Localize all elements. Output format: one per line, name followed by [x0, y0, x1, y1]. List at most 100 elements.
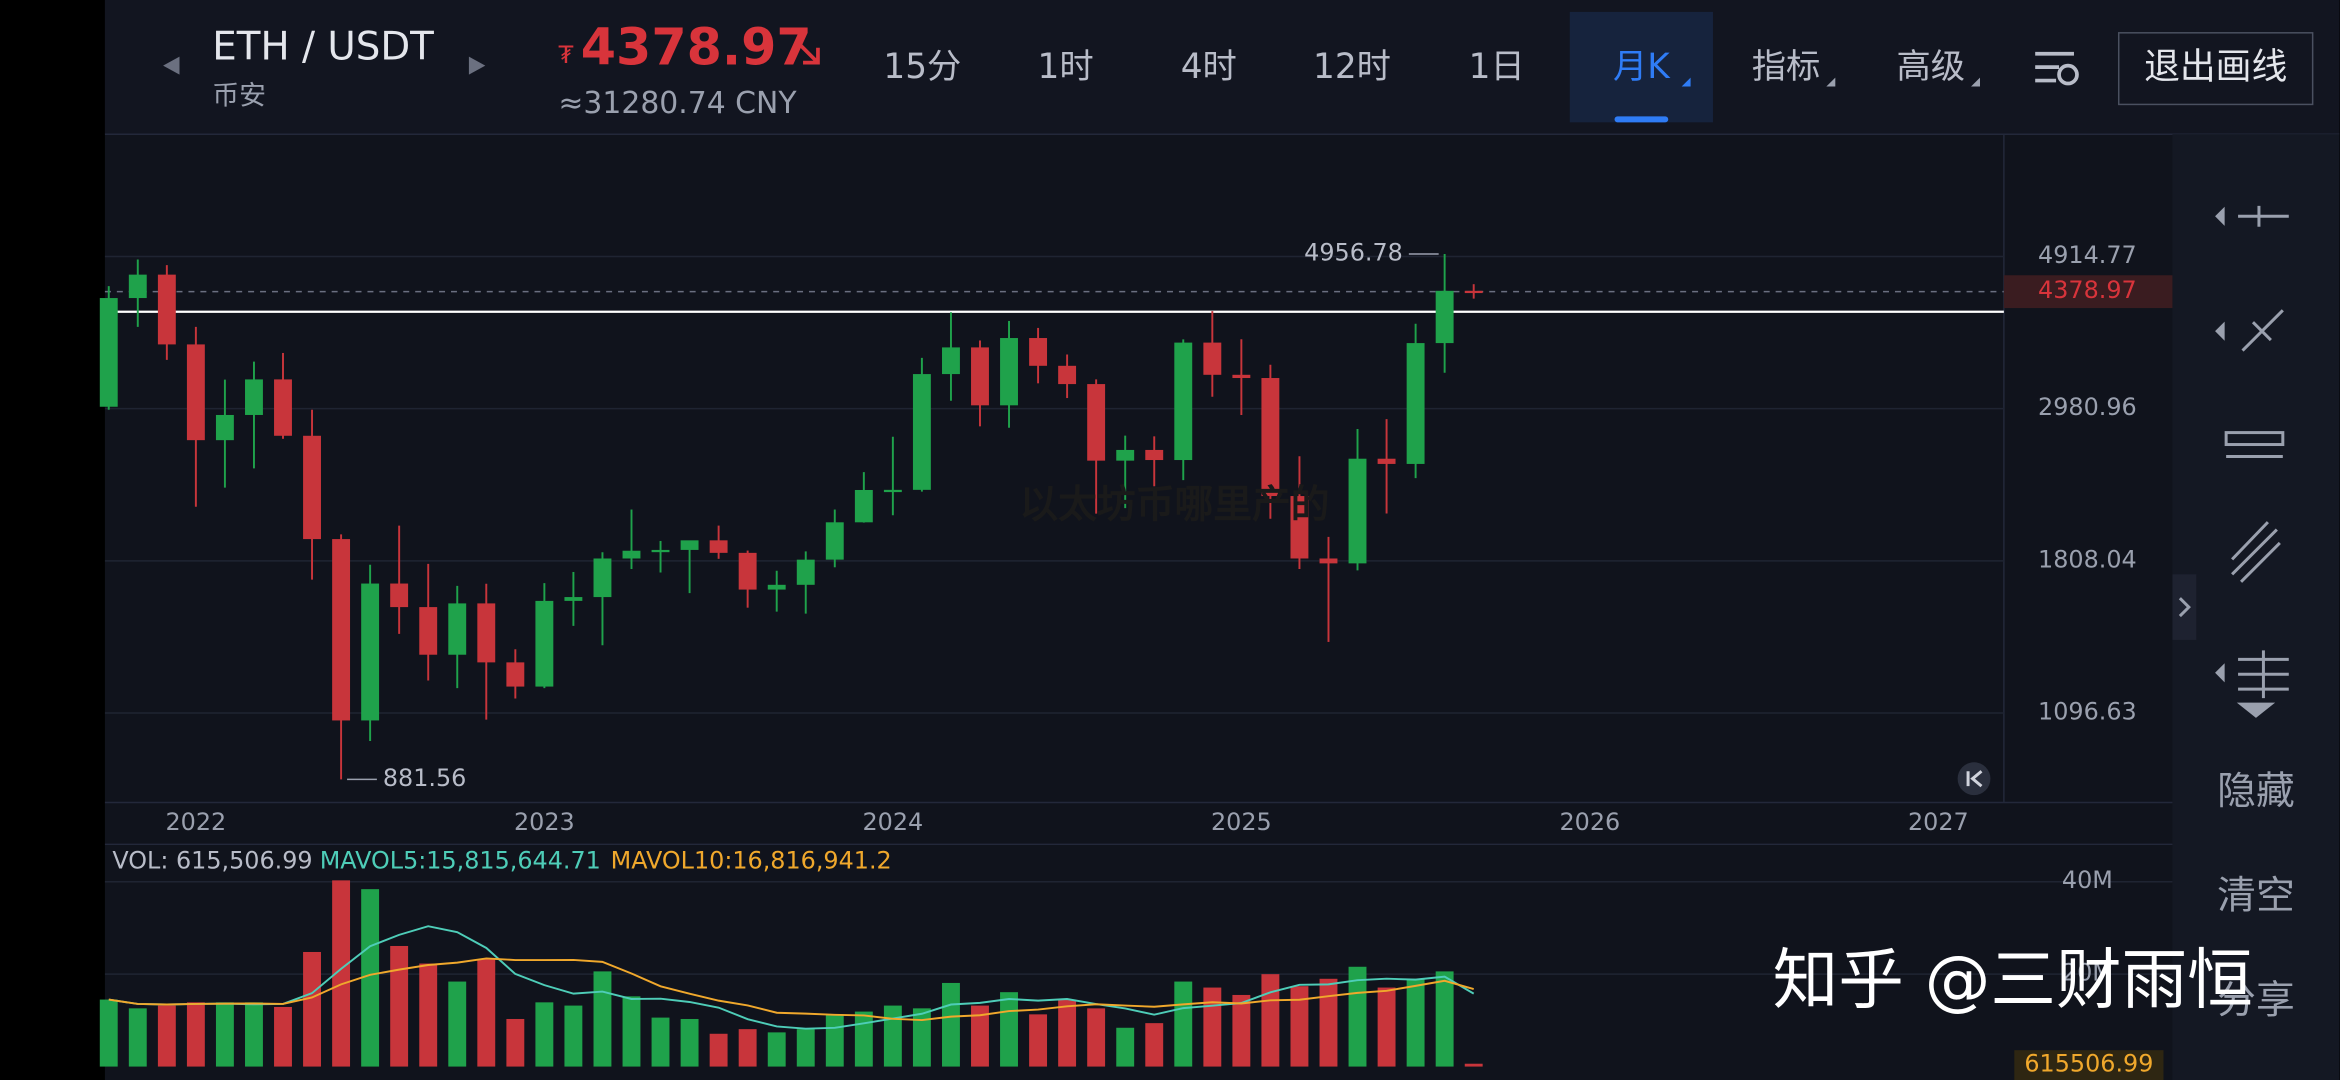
- timeframe-tab[interactable]: 4时: [1181, 47, 1237, 87]
- candle-body: [535, 600, 554, 687]
- drawing-tools[interactable]: [2215, 205, 2289, 718]
- candle-body: [709, 540, 728, 553]
- candle-body: [1290, 496, 1309, 559]
- volume-bar: [942, 982, 960, 1067]
- volume-bar: [390, 945, 409, 1067]
- last-price: 4378.97: [581, 18, 812, 77]
- candle-body: [942, 347, 960, 375]
- candle-body: [1029, 338, 1048, 366]
- volume-bar: [1435, 971, 1454, 1067]
- exit-button-frame[interactable]: [2117, 32, 2314, 106]
- candle-body: [215, 414, 234, 441]
- sidebar-button[interactable]: 隐藏: [2217, 769, 2295, 814]
- down-arrow: [795, 40, 820, 65]
- exit-button[interactable]: 退出画线: [2144, 47, 2287, 88]
- candle-body: [332, 539, 351, 721]
- volume-bar: [1058, 999, 1077, 1067]
- volume-bar: [274, 1006, 292, 1067]
- candle-body: [825, 522, 844, 560]
- collapse-tab[interactable]: [2172, 574, 2197, 640]
- x-tick-label: 2024: [862, 808, 923, 836]
- timeframe-tab[interactable]: 1时: [1038, 47, 1094, 87]
- volume-bar: [128, 1008, 147, 1067]
- volume-bar: [622, 996, 641, 1067]
- volume-bar: [593, 971, 612, 1067]
- candle-body: [1261, 378, 1280, 497]
- timeframe-tab[interactable]: 高级: [1896, 47, 1965, 87]
- volume-bar: [1406, 978, 1425, 1067]
- volume-bar: [651, 1017, 670, 1067]
- mavol10-line: [108, 957, 1474, 1022]
- pair[interactable]: ETH / USDT: [212, 25, 434, 70]
- volume-bar: [825, 1014, 844, 1067]
- sidebar-button[interactable]: 分享: [2217, 978, 2295, 1023]
- volume-bar: [1377, 987, 1396, 1067]
- timeframe-tab[interactable]: 12时: [1313, 47, 1391, 87]
- y-tick-label: 1096.63: [2038, 697, 2137, 725]
- settings-icon[interactable]: [2035, 51, 2079, 86]
- dropdown-indicator: [1681, 77, 1691, 87]
- candle-body: [1406, 343, 1425, 464]
- mavol5-line: [108, 925, 1475, 1030]
- volume-bar: [419, 963, 438, 1067]
- next-arrow[interactable]: [468, 56, 486, 75]
- candle-body: [1174, 342, 1193, 461]
- candle-body: [1319, 558, 1338, 564]
- timeframe-tab[interactable]: 指标: [1752, 47, 1821, 87]
- exchange: 币安: [212, 80, 266, 111]
- candle-body: [564, 597, 583, 601]
- volume-bar: [1029, 1014, 1048, 1067]
- volume-bar: [912, 1008, 931, 1067]
- candle-body: [1000, 338, 1018, 406]
- candle-body: [1116, 449, 1135, 461]
- volume-bar: [738, 1029, 757, 1067]
- candle-body: [912, 374, 931, 490]
- candle-body: [419, 607, 438, 655]
- timeframe-tab[interactable]: 1日: [1469, 47, 1525, 87]
- timeframe-tabs: 15分 1时 4时 12时 1日 月K 指标 高级: [883, 11, 1980, 123]
- timeframe-tab[interactable]: 15分: [883, 47, 961, 87]
- candle-body: [448, 603, 467, 655]
- volume-tick-label: 20M: [2062, 959, 2113, 987]
- candle-body: [1464, 290, 1483, 294]
- candle-body: [1087, 384, 1106, 461]
- candle-body: [680, 540, 699, 550]
- max-label: 4956.78: [1304, 238, 1403, 266]
- x-tick-label: 2023: [514, 808, 575, 836]
- candle-body: [651, 549, 670, 553]
- volume-bar: [99, 999, 118, 1067]
- candle-body: [157, 274, 176, 345]
- last-price-label: 4378.97: [2038, 276, 2137, 304]
- sidebar-button[interactable]: 清空: [2217, 874, 2295, 919]
- volume-badge: 615506.99: [2024, 1050, 2153, 1078]
- volume-bar: [245, 1002, 263, 1067]
- volume-bar: [448, 981, 467, 1067]
- candle-body: [1377, 458, 1396, 464]
- volume-legend: VOL: 615,506.99: [112, 847, 312, 875]
- volume-bar: [971, 1005, 989, 1067]
- timeframe-tab[interactable]: 月K: [1613, 47, 1671, 87]
- y-tick-label: 2980.96: [2038, 393, 2137, 421]
- y-tick-label: 1808.04: [2038, 545, 2137, 573]
- volume-bar: [1000, 992, 1018, 1067]
- candle-body: [796, 559, 815, 585]
- volume-bar: [535, 1002, 554, 1067]
- watermark: 知乎 @三财雨恒: [1773, 943, 2253, 1019]
- candle-body: [99, 298, 118, 407]
- candle-body: [390, 583, 409, 608]
- candle-body: [245, 379, 263, 415]
- candle-body: [186, 344, 205, 441]
- candle-body: [361, 583, 380, 721]
- left-edge: [0, 0, 105, 1080]
- collapse-arrow[interactable]: [2178, 597, 2191, 618]
- volume-legend: MAVOL5:15,815,644.71: [320, 847, 601, 875]
- candle-body: [1145, 449, 1164, 461]
- prev-arrow[interactable]: [163, 56, 180, 75]
- last-price-badge: [2003, 275, 2173, 309]
- candle-body: [971, 347, 989, 406]
- candle-body: [883, 489, 902, 493]
- dropdown-indicator: [1971, 77, 1980, 87]
- x-tick-label: 2026: [1559, 808, 1620, 836]
- volume-bar: [1145, 1023, 1164, 1067]
- jump-latest-icon[interactable]: [1966, 770, 1983, 788]
